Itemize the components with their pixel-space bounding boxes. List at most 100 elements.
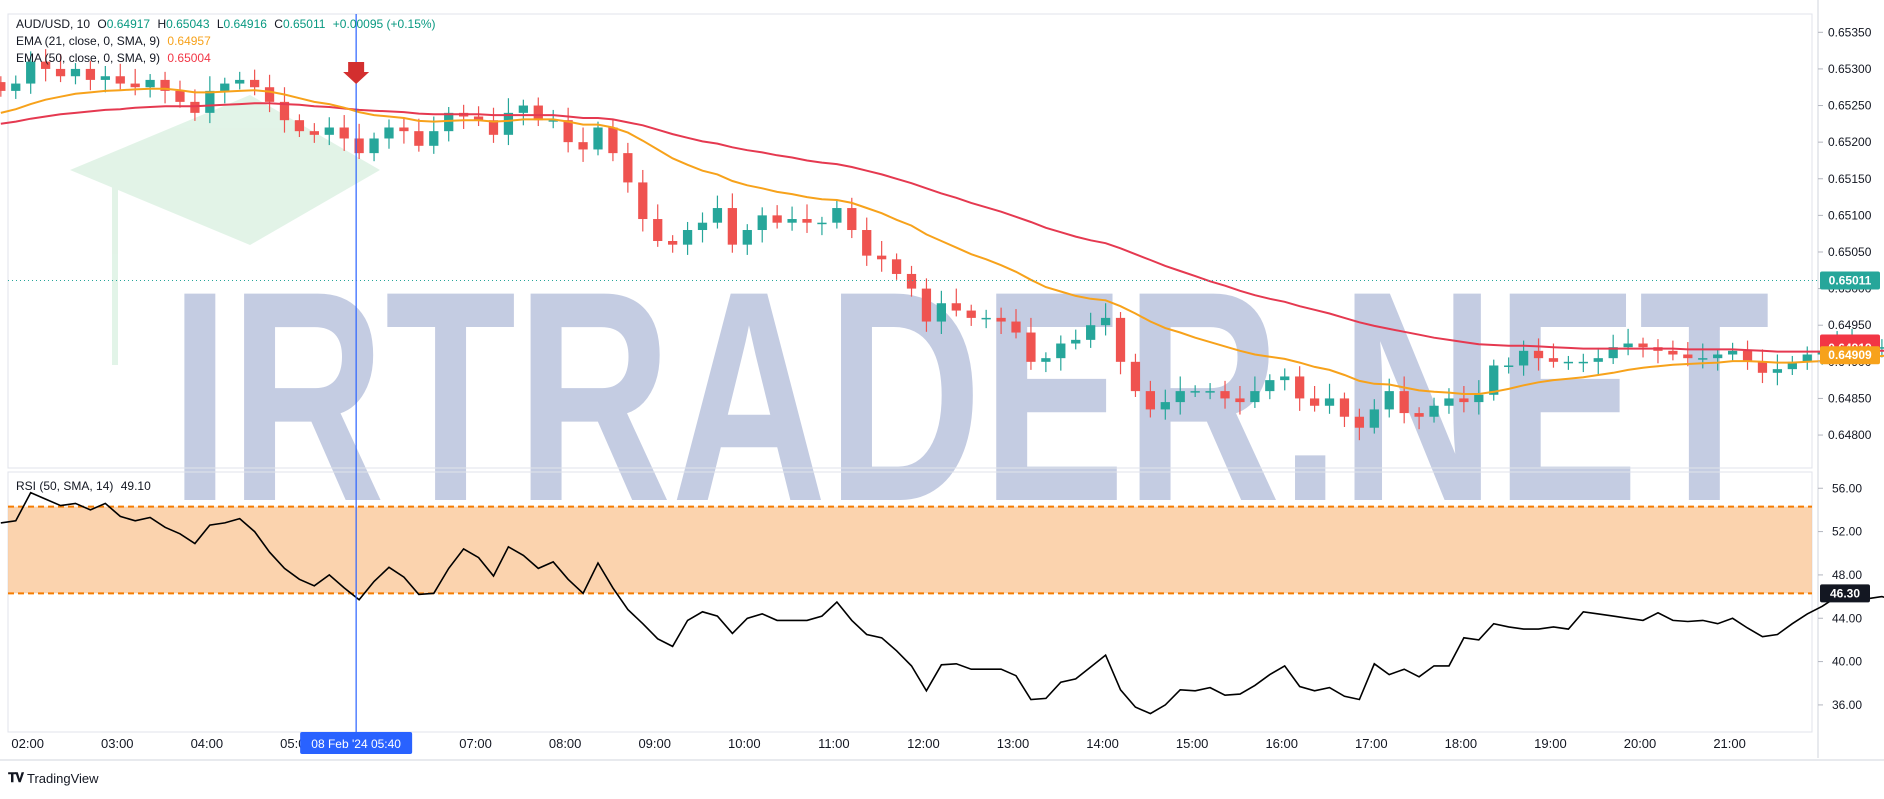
candle-body <box>205 90 215 113</box>
candle-body <box>1608 347 1618 359</box>
candle-body <box>55 68 66 77</box>
candle-body <box>1757 361 1768 373</box>
candle-body <box>1548 358 1559 362</box>
legend-ema50-label: EMA (50, close, 0, SMA, 9) <box>16 51 161 65</box>
time-tick-label: 21:00 <box>1713 736 1746 751</box>
price-badge-3-bg <box>1820 346 1880 365</box>
candle-body <box>1742 350 1753 362</box>
candle-body <box>1220 391 1230 399</box>
candle-body <box>1623 343 1633 348</box>
legend-ema50[interactable]: EMA (50, close, 0, SMA, 9) 0.65004 <box>16 50 215 66</box>
legend-ohlc: AUD/USD, 10 O0.64917 H0.65043 L0.64916 C… <box>16 16 440 32</box>
candle-body <box>936 303 946 322</box>
candle-body <box>503 112 514 135</box>
time-tick-label: 08:00 <box>549 736 582 751</box>
time-tick-label: 16:00 <box>1265 736 1298 751</box>
candle-body <box>1205 391 1215 393</box>
price-badge-3: 0.64909 <box>1828 348 1872 362</box>
watermark-cap-icon <box>70 95 380 245</box>
candle-body <box>294 120 305 132</box>
time-tick-label: 07:00 <box>459 736 492 751</box>
candle-body <box>742 230 752 245</box>
candle-body <box>1504 365 1514 367</box>
candle-body <box>1145 391 1156 410</box>
candle-body <box>1130 361 1141 392</box>
legend-ema21-value: 0.64957 <box>167 34 211 48</box>
candle-body <box>877 255 887 260</box>
candle-body <box>518 105 528 113</box>
candle-body <box>891 259 902 274</box>
candle-body <box>1100 317 1111 326</box>
candle-body <box>220 83 230 91</box>
time-tick-label: 14:00 <box>1086 736 1119 751</box>
tradingview-brand[interactable]: 𝐓𝐕 TradingView <box>8 770 99 786</box>
tradingview-brand-text: TradingView <box>27 770 99 786</box>
price-tick-label: 0.65050 <box>1828 245 1872 259</box>
candle-body <box>906 273 917 289</box>
candle-body <box>1250 391 1260 403</box>
grid <box>0 0 1884 761</box>
candle-body <box>772 215 782 223</box>
price-tick-label: 0.64950 <box>1828 318 1872 332</box>
candle-body <box>11 83 21 91</box>
time-tick-label: 04:00 <box>191 736 224 751</box>
rsi-badge-bg <box>1820 584 1870 603</box>
candle-body <box>1369 409 1379 428</box>
last-price-badge: 0.65011 <box>1829 274 1872 288</box>
candle-body <box>593 127 603 150</box>
candle-body <box>264 87 275 102</box>
candle-body <box>1638 343 1648 348</box>
candle-body <box>1414 413 1424 417</box>
candle-body <box>548 120 558 122</box>
candle-body <box>623 153 633 183</box>
legend-close-label: C <box>274 17 283 31</box>
candle-body <box>1384 391 1394 410</box>
time-tick-label: 13:00 <box>997 736 1030 751</box>
candle-body <box>1190 391 1200 393</box>
candle-body <box>996 317 1006 322</box>
time-tick-label: 18:00 <box>1445 736 1478 751</box>
legend-ema21[interactable]: EMA (21, close, 0, SMA, 9) 0.64957 <box>16 33 215 49</box>
candle-body <box>638 182 648 220</box>
legend-high: 0.65043 <box>166 17 210 31</box>
ema50-line <box>0 102 1884 353</box>
candle-body <box>160 79 170 91</box>
candle-body <box>70 68 81 77</box>
candle-body <box>324 127 334 135</box>
candle-body <box>1160 402 1170 410</box>
candle-body <box>1056 343 1066 359</box>
legend-open: 0.64917 <box>106 17 151 31</box>
legend-high-label: H <box>157 17 167 31</box>
candle-body <box>1175 391 1185 403</box>
candle-body <box>279 101 290 121</box>
candle-body <box>757 215 767 231</box>
candle-body <box>1399 391 1409 414</box>
candle-body <box>1713 354 1723 359</box>
candle-body <box>682 230 693 245</box>
candle-body <box>354 138 364 154</box>
candle-body <box>1011 321 1021 333</box>
candle-body <box>1265 380 1275 392</box>
ema21-line <box>0 87 1884 395</box>
rsi-band <box>8 505 1812 595</box>
candle-body <box>369 138 379 154</box>
legend-rsi-label: RSI (50, SMA, 14) <box>16 479 114 493</box>
candle-body <box>1593 358 1603 362</box>
rsi-line-group <box>0 491 1884 715</box>
candle-body <box>488 120 499 135</box>
candle-body <box>1071 339 1081 344</box>
candle-body <box>115 76 125 84</box>
candle-body <box>563 120 573 143</box>
rsi-tick-label: 56.00 <box>1832 481 1862 495</box>
candle-body <box>429 131 439 146</box>
legend-rsi[interactable]: RSI (50, SMA, 14) 49.10 <box>16 478 155 494</box>
candle-body <box>1474 394 1484 403</box>
candle-body <box>578 142 588 150</box>
rsi-tick-label: 52.00 <box>1832 525 1862 539</box>
legend-change: +0.00095 (+0.15%) <box>332 17 436 31</box>
time-tick-label: 03:00 <box>101 736 134 751</box>
legend-open-label: O <box>97 17 107 31</box>
candle-body <box>309 131 319 135</box>
